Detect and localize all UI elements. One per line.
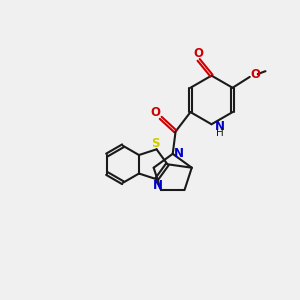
Text: N: N: [214, 120, 224, 133]
Text: O: O: [151, 106, 160, 119]
Text: H: H: [216, 128, 224, 138]
Text: O: O: [250, 68, 260, 81]
Text: N: N: [153, 179, 163, 192]
Text: S: S: [151, 136, 159, 149]
Text: N: N: [174, 147, 184, 161]
Text: O: O: [194, 47, 204, 60]
